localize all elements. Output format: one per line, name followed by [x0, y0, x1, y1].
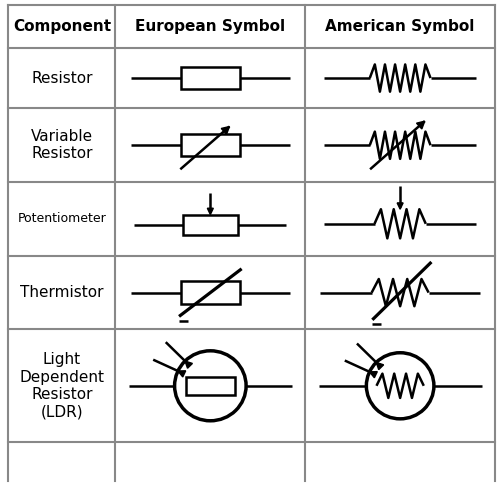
Polygon shape — [208, 208, 214, 214]
Bar — [186, 377, 235, 395]
Text: Light
Dependent
Resistor
(LDR): Light Dependent Resistor (LDR) — [20, 352, 104, 419]
Text: Potentiometer: Potentiometer — [18, 212, 106, 226]
Text: European Symbol: European Symbol — [136, 19, 286, 34]
Text: Thermistor: Thermistor — [20, 285, 103, 300]
Text: Resistor: Resistor — [31, 70, 92, 86]
Text: American Symbol: American Symbol — [326, 19, 475, 34]
Polygon shape — [185, 361, 192, 368]
Circle shape — [366, 353, 434, 419]
Polygon shape — [222, 126, 230, 134]
Bar — [180, 67, 240, 89]
Text: Variable
Resistor: Variable Resistor — [31, 129, 93, 161]
Bar — [183, 214, 238, 235]
Polygon shape — [416, 121, 424, 129]
Polygon shape — [397, 203, 403, 209]
Bar — [180, 281, 240, 304]
Circle shape — [174, 351, 246, 421]
Text: Component: Component — [13, 19, 111, 34]
Bar — [180, 134, 240, 156]
Polygon shape — [178, 371, 186, 377]
Polygon shape — [370, 372, 378, 378]
Polygon shape — [376, 363, 384, 370]
